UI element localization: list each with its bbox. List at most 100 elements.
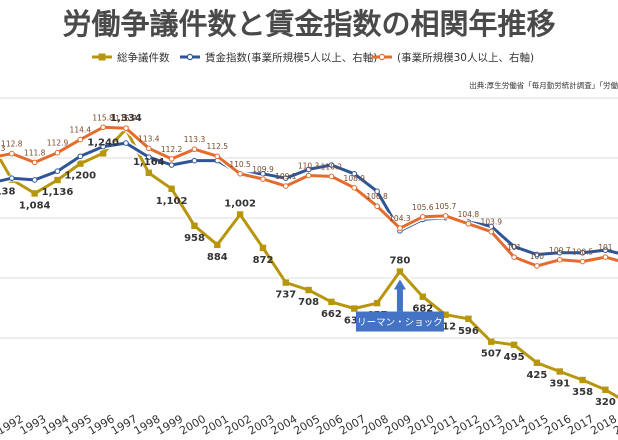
data-point — [328, 162, 335, 168]
data-point — [214, 241, 221, 249]
data-point — [351, 305, 358, 312]
data-label: 100.5 — [572, 248, 594, 257]
data-point — [9, 175, 15, 181]
data-point — [260, 176, 266, 182]
data-label: 682 — [412, 304, 433, 315]
data-point — [373, 299, 381, 307]
data-point — [465, 220, 472, 227]
data-point — [511, 243, 517, 250]
data-label: 596 — [458, 326, 479, 337]
data-point — [579, 249, 586, 256]
data-point — [351, 170, 358, 177]
data-label: 1,102 — [156, 196, 188, 207]
data-label: 111.8 — [24, 148, 46, 157]
data-point — [419, 213, 426, 220]
data-label: 1,084 — [19, 200, 51, 211]
data-point — [579, 376, 586, 384]
data-label: 108.9 — [344, 174, 366, 183]
data-point — [123, 125, 129, 131]
data-point — [145, 169, 153, 177]
data-point — [328, 298, 335, 306]
data-point — [556, 249, 563, 256]
chart-title: 労働争議件数と賃金指数の相関年推移 — [62, 7, 555, 41]
data-label: 708 — [298, 297, 319, 308]
callout-stem — [396, 289, 403, 312]
data-label: 3 — [1, 144, 6, 153]
data-label: 101 — [598, 243, 613, 252]
data-point — [214, 153, 221, 160]
data-label: 612 — [435, 322, 456, 333]
data-point — [305, 286, 312, 294]
data-point — [168, 156, 175, 162]
data-point — [77, 160, 84, 167]
data-point — [237, 170, 243, 177]
legend-marker — [98, 53, 106, 61]
callout-arrow — [393, 279, 406, 290]
data-point — [533, 359, 541, 366]
data-label: 110.2 — [321, 162, 343, 171]
data-label: 391 — [549, 379, 570, 390]
data-labels: 138 1,084 1,136 1,200 1,240 1,334 1,164 1,102 95… — [0, 113, 616, 408]
data-point — [191, 157, 198, 164]
source-note: 出典:厚生労働省「毎月勤労統計調査」「労働 — [469, 80, 618, 90]
data-label: 101 — [507, 243, 522, 252]
data-point — [282, 175, 289, 181]
data-label: 109.9 — [252, 165, 274, 174]
data-label: 114.4 — [70, 126, 92, 135]
annotation-callout: リーマン・ショック — [355, 279, 444, 332]
data-label: 1,136 — [42, 187, 74, 198]
legend-marker — [378, 53, 386, 61]
callout-text: リーマン・ショック — [357, 318, 443, 329]
data-point — [146, 154, 152, 160]
data-point — [191, 222, 198, 229]
data-label: 115.8 — [92, 113, 114, 122]
data-point — [534, 251, 540, 258]
data-point — [9, 150, 15, 157]
data-point — [146, 145, 152, 152]
data-point — [374, 188, 380, 195]
data-label: 138 — [0, 187, 15, 198]
data-point — [31, 190, 38, 197]
callout-box — [355, 311, 444, 332]
data-label: 105.6 — [412, 203, 434, 212]
series-layer — [0, 124, 618, 401]
legend: 総争議件数 賃金指数(事業所規模5人以上、右軸) (事業所規模30人以上、右軸) — [92, 51, 534, 64]
data-point — [442, 213, 449, 219]
data-label: 104.8 — [458, 210, 480, 219]
data-point — [77, 136, 84, 143]
data-label: 780 — [389, 256, 410, 267]
legend-item: 賃金指数(事業所規模5人以上、右軸) — [180, 51, 377, 64]
data-point — [556, 256, 563, 263]
data-point — [328, 173, 335, 180]
legend-label: 総争議件数 — [117, 51, 170, 64]
data-point — [168, 162, 175, 168]
data-point — [602, 386, 609, 393]
data-point — [488, 228, 495, 235]
data-label: 115.7 — [115, 114, 137, 123]
data-point — [168, 185, 175, 192]
data-label: 1,240 — [87, 137, 119, 148]
data-point — [31, 177, 38, 183]
legend-item: (事業所規模30人以上、右軸) — [372, 51, 534, 64]
data-label: 113.3 — [184, 135, 206, 144]
data-point — [191, 146, 198, 153]
x-tick-label: 2019 — [611, 412, 618, 437]
data-point — [123, 140, 129, 146]
data-label: 507 — [481, 349, 502, 360]
data-label: 109.1 — [275, 172, 297, 181]
data-point — [99, 150, 107, 157]
data-point — [351, 185, 358, 191]
legend-item: 総争議件数 — [92, 51, 170, 64]
data-point — [510, 341, 518, 348]
data-label: 112.9 — [47, 139, 69, 148]
data-point — [77, 153, 84, 160]
data-point — [282, 279, 289, 286]
data-point — [396, 268, 404, 275]
data-label: 112.2 — [161, 145, 183, 154]
data-point — [534, 263, 540, 269]
data-label: 425 — [526, 370, 547, 381]
data-point — [100, 124, 106, 131]
data-label: 872 — [253, 255, 274, 266]
data-label: 358 — [572, 387, 593, 398]
